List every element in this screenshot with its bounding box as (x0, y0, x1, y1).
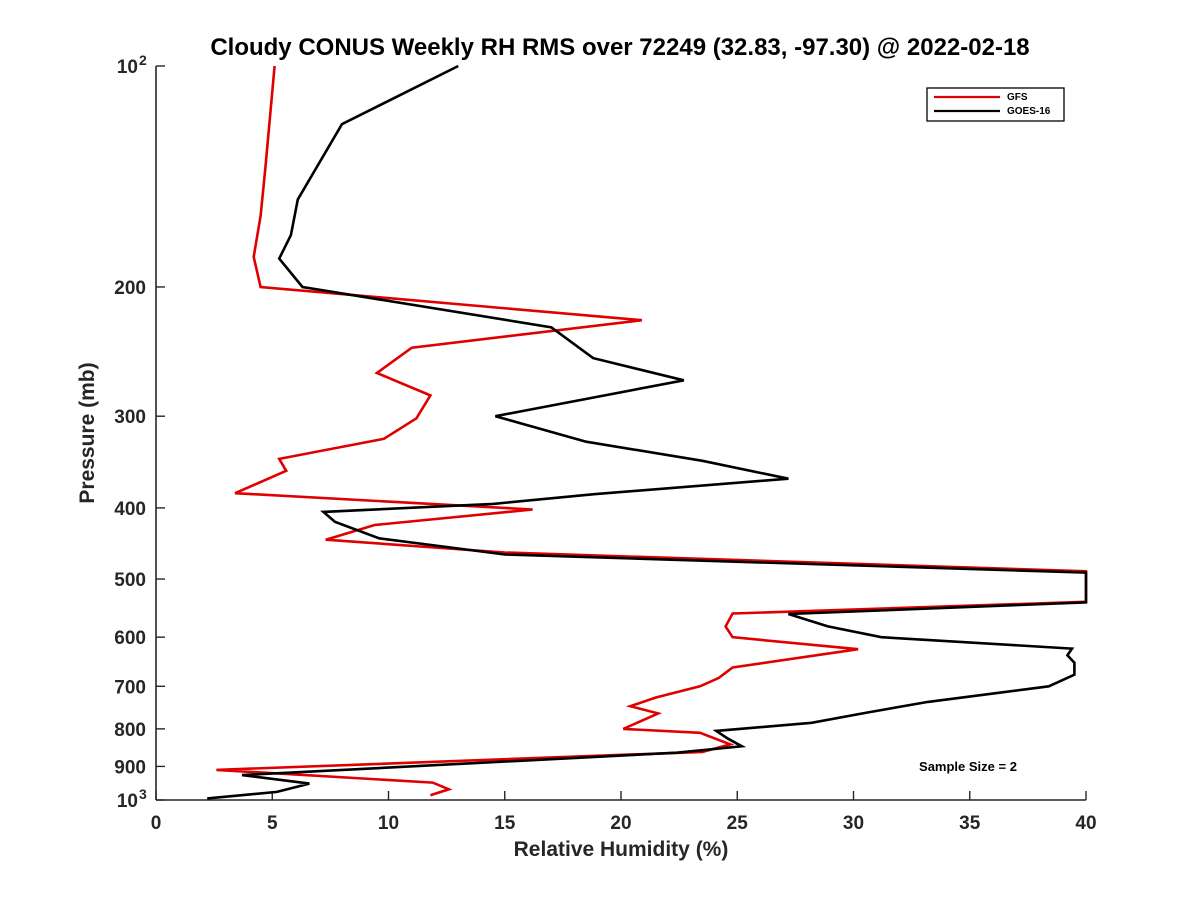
chart-title: Cloudy CONUS Weekly RH RMS over 72249 (3… (210, 34, 1029, 61)
x-axis: 0 5 10 15 20 25 30 35 40 (151, 791, 1097, 834)
sample-size-annotation: Sample Size = 2 (919, 759, 1017, 774)
y-tick-label: 10 (117, 57, 138, 78)
y-tick-label: 900 (114, 757, 146, 778)
y-tick-label: 200 (114, 278, 146, 299)
x-tick-label: 5 (267, 813, 278, 834)
x-tick-label: 10 (378, 813, 399, 834)
series-line-goes-16 (207, 64, 1088, 800)
x-tick-label: 20 (610, 813, 631, 834)
y-tick-label: 600 (114, 628, 146, 649)
x-axis-label: Relative Humidity (%) (514, 838, 729, 861)
y-tick-label: 400 (114, 499, 146, 520)
y-tick-label-exponent: 3 (139, 786, 147, 802)
x-tick-label: 25 (727, 813, 749, 834)
x-tick-label: 40 (1075, 813, 1096, 834)
legend-box (926, 87, 1065, 122)
y-tick-label: 500 (114, 570, 146, 591)
x-tick-label: 35 (959, 813, 981, 834)
x-tick-label: 30 (843, 813, 864, 834)
legend-label-goes-16: GOES-16 (1007, 106, 1051, 117)
y-tick-label: 10 (117, 791, 138, 812)
legend: GFS GOES-16 (926, 87, 1065, 122)
y-tick-label: 700 (114, 677, 146, 698)
x-tick-label: 0 (151, 813, 162, 834)
legend-label-gfs: GFS (1007, 92, 1028, 103)
y-tick-label: 300 (114, 407, 146, 428)
y-tick-label: 800 (114, 720, 146, 741)
y-axis-label: Pressure (mb) (76, 362, 99, 503)
series-layer (207, 64, 1088, 800)
x-tick-label: 15 (494, 813, 516, 834)
y-tick-label-exponent: 2 (139, 52, 147, 68)
